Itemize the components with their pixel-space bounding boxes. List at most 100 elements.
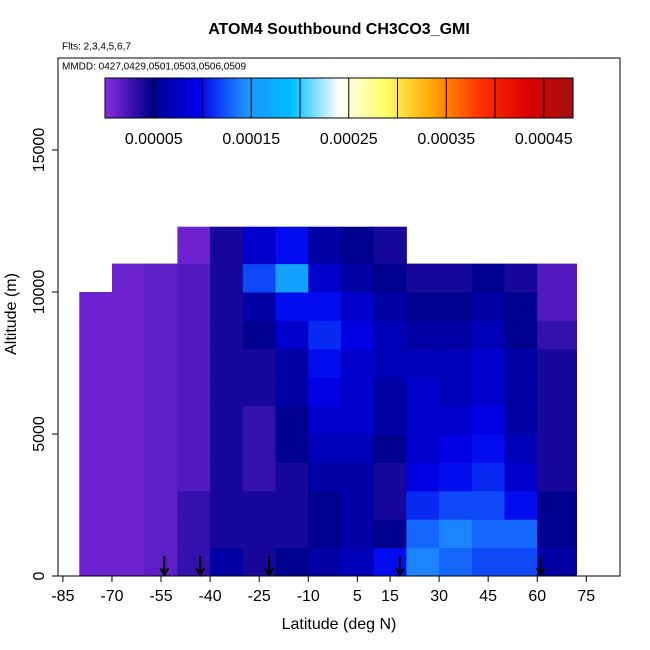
heat-cell (439, 292, 473, 321)
heat-cell (79, 405, 113, 435)
x-tick-label: -10 (297, 588, 320, 605)
heat-cell (340, 320, 375, 350)
heat-cell (308, 462, 342, 492)
heat-cell (79, 519, 113, 549)
heat-cell (242, 320, 277, 350)
heat-cell (308, 263, 342, 293)
heat-cell (471, 263, 506, 293)
heat-cell (406, 263, 440, 293)
colorbar-tick-label: 0.00045 (515, 131, 573, 148)
heat-cell (242, 490, 277, 520)
heat-cell (373, 490, 407, 520)
heat-cell (340, 263, 375, 293)
heat-cell (504, 519, 538, 549)
x-tick-label: 30 (430, 588, 448, 605)
x-tick-label: -25 (248, 588, 271, 605)
heat-cell (504, 320, 538, 350)
heat-cell (471, 320, 506, 350)
heat-cell (79, 292, 113, 321)
heat-cell (406, 519, 440, 549)
heat-cell (210, 348, 244, 378)
heat-cell (275, 377, 309, 407)
heat-cell (210, 320, 244, 350)
heat-cell (275, 547, 309, 577)
heat-cell (340, 226, 375, 265)
heat-cell (210, 462, 244, 492)
heat-cell (210, 547, 244, 577)
heat-cell (177, 377, 211, 407)
heat-cell (177, 292, 211, 321)
heat-cell (471, 519, 506, 549)
heat-cell (373, 226, 407, 265)
heat-cell (373, 320, 407, 350)
heat-cell (275, 405, 309, 435)
heat-cell (111, 519, 146, 549)
heat-cell (340, 462, 375, 492)
heat-cell (373, 263, 407, 293)
heat-cell (210, 226, 244, 265)
heat-cell (373, 405, 407, 435)
arrow-head (394, 567, 405, 578)
heat-cell (210, 405, 244, 435)
heat-cell (275, 462, 309, 492)
heat-cell (275, 434, 309, 463)
x-tick-label: -55 (149, 588, 172, 605)
heat-cell (111, 320, 146, 350)
y-tick-label: 0 (31, 571, 48, 580)
heat-cell (537, 292, 577, 321)
chart-title: ATOM4 Southbound CH3CO3_GMI (208, 21, 470, 38)
heat-cell (504, 377, 538, 407)
subtitle: Flts: 2,3,4,5,6,7 (62, 42, 131, 53)
y-tick-label: 5000 (31, 416, 48, 452)
heat-cell (308, 405, 342, 435)
x-axis-label: Latitude (deg N) (282, 616, 397, 633)
heat-cell (406, 490, 440, 520)
y-tick-label: 15000 (31, 128, 48, 173)
heat-cell (79, 490, 113, 520)
heat-cell (308, 490, 342, 520)
heat-cell (537, 348, 577, 378)
heat-cell (308, 547, 342, 577)
plot-frame (57, 57, 621, 577)
heat-cell (439, 405, 473, 435)
heat-cell (79, 462, 113, 492)
heat-cell (177, 519, 211, 549)
heat-cell (439, 434, 473, 463)
heat-cell (471, 348, 506, 378)
heat-cell (373, 292, 407, 321)
heat-cell (144, 405, 178, 435)
heat-cell (340, 490, 375, 520)
heat-cell (308, 377, 342, 407)
heat-cell (308, 434, 342, 463)
colorbar (104, 77, 574, 119)
heat-cell (111, 377, 146, 407)
heat-cell (177, 263, 211, 293)
heat-cell (504, 434, 538, 463)
annotation: MMDD: 0427,0429,0501,0503,0506,0509 (62, 62, 246, 73)
heat-cell (504, 490, 538, 520)
heat-cell (406, 405, 440, 435)
heat-cell (340, 292, 375, 321)
colorbar-tick-label: 0.00035 (417, 131, 475, 148)
arrow (535, 556, 546, 578)
heat-cell (406, 292, 440, 321)
heat-cell (210, 377, 244, 407)
heat-cell (373, 348, 407, 378)
heat-cell (308, 226, 342, 265)
heat-cell (406, 377, 440, 407)
colorbar-tick-label: 0.00005 (125, 131, 183, 148)
heat-cell (144, 519, 178, 549)
heat-cell (111, 263, 146, 293)
heat-cell (210, 490, 244, 520)
arrow-head (264, 567, 274, 578)
heat-cell (79, 377, 113, 407)
heat-cell (111, 462, 146, 492)
heat-cell (144, 377, 178, 407)
heat-cell (537, 462, 577, 492)
heat-cell (111, 348, 146, 378)
heat-cell (177, 348, 211, 378)
heat-cell (373, 434, 407, 463)
heat-cell (210, 292, 244, 321)
heat-cell (144, 490, 178, 520)
heat-cell (79, 547, 113, 577)
